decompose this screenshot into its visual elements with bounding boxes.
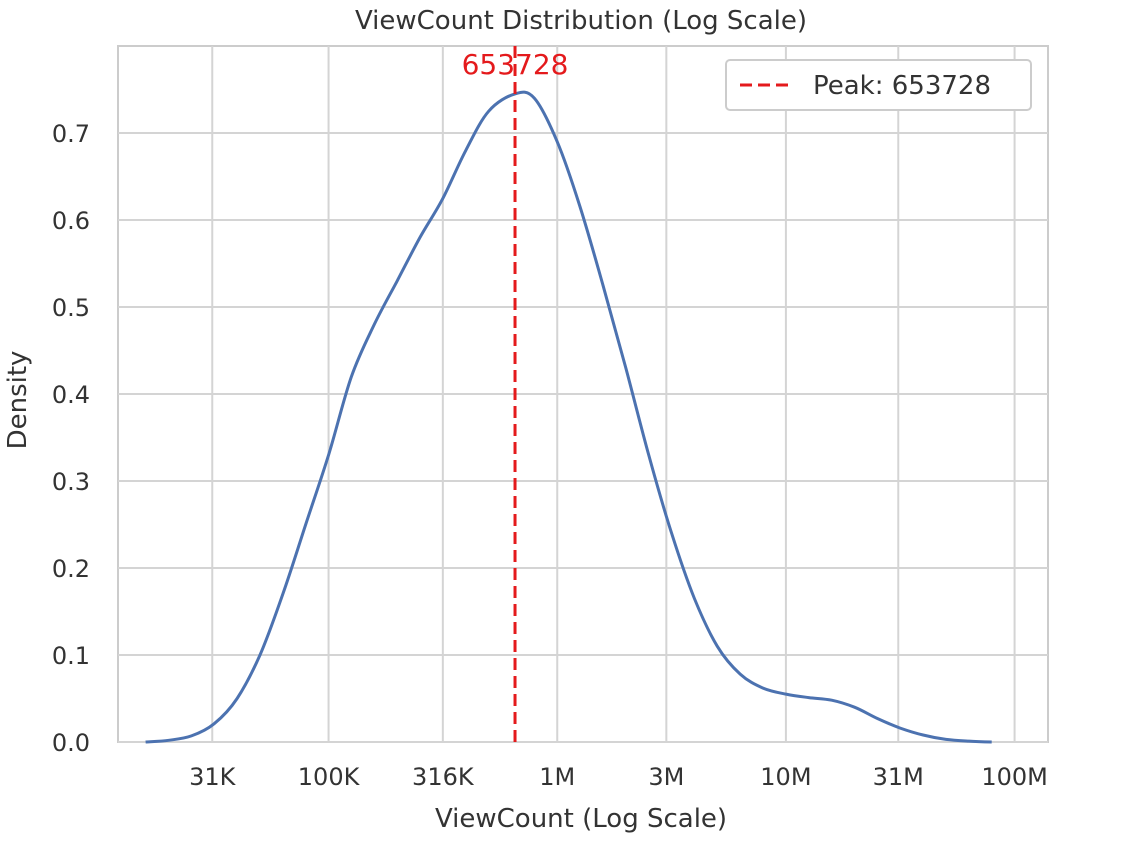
y-tick-label: 0.3 [52, 468, 90, 496]
y-axis-ticks: 0.0 0.1 0.2 0.3 0.4 0.5 0.6 0.7 [52, 120, 90, 757]
x-tick-label: 31K [189, 763, 237, 791]
y-tick-label: 0.7 [52, 120, 90, 148]
legend-box [725, 59, 1032, 111]
density-curve [145, 90, 992, 744]
legend: Peak: 653728 [725, 59, 1032, 111]
x-tick-label: 100K [298, 763, 361, 791]
legend-peak-label: Peak: 653728 [813, 71, 991, 101]
y-tick-label: 0.4 [52, 381, 90, 409]
chart-title: ViewCount Distribution (Log Scale) [355, 6, 807, 36]
y-axis-label: Density [3, 351, 33, 450]
x-tick-label: 100M [981, 763, 1048, 791]
y-tick-label: 0.2 [52, 555, 90, 583]
y-tick-label: 0.0 [52, 729, 90, 757]
x-axis-ticks: 31K 100K 316K 1M 3M 10M 31M 100M [189, 763, 1048, 791]
x-tick-label: 316K [412, 763, 475, 791]
x-tick-label: 10M [760, 763, 811, 791]
grid-lines [118, 46, 1048, 743]
x-tick-label: 1M [539, 763, 575, 791]
y-tick-label: 0.1 [52, 642, 90, 670]
peak-value-label: 653728 [462, 48, 569, 81]
x-tick-label: 31M [873, 763, 924, 791]
y-tick-label: 0.6 [52, 207, 90, 235]
x-tick-label: 3M [648, 763, 684, 791]
y-tick-label: 0.5 [52, 294, 90, 322]
x-axis-label: ViewCount (Log Scale) [435, 804, 727, 834]
